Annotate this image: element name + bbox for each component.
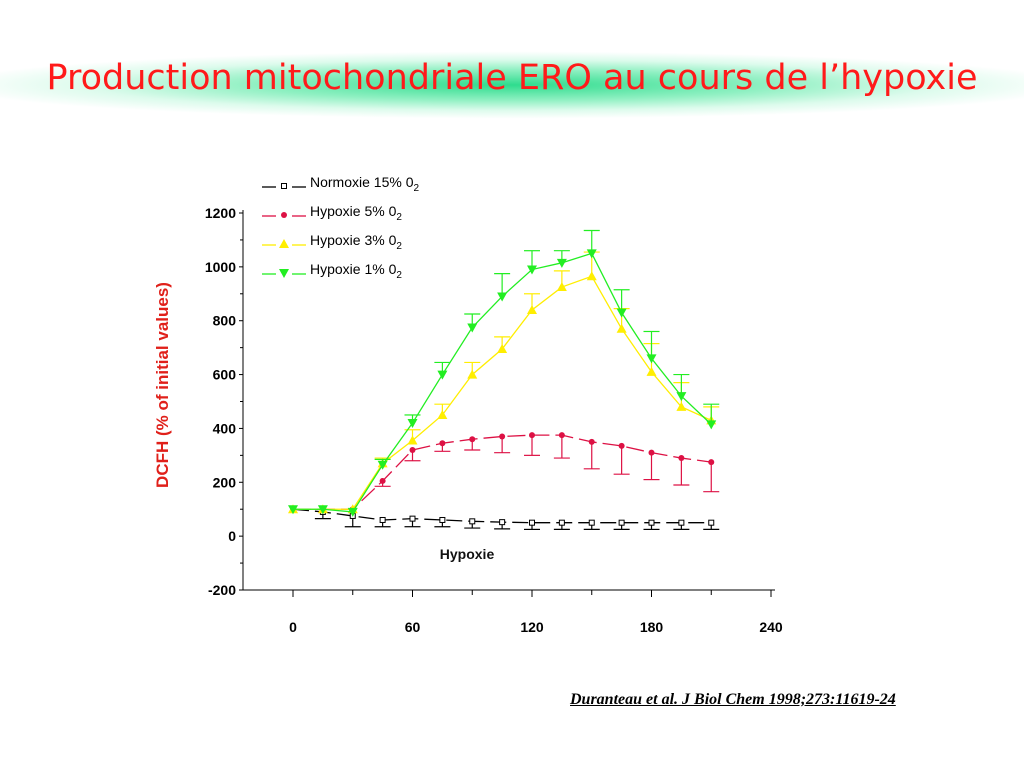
data-point [556, 282, 567, 292]
legend-marker [279, 239, 289, 248]
data-point [407, 435, 418, 445]
data-point [497, 292, 508, 302]
legend-entry-0: Normoxie 15% 02 [262, 174, 420, 194]
data-point [317, 505, 328, 515]
x-tick-label: 240 [759, 619, 783, 635]
data-point [527, 265, 537, 275]
legend-entry-1: Hypoxie 5% 02 [262, 203, 402, 223]
data-point [558, 432, 565, 439]
data-point [439, 440, 446, 447]
y-tick-label: 400 [213, 420, 237, 436]
legend-label: Hypoxie 5% 02 [310, 203, 402, 223]
y-tick-label: -200 [208, 582, 236, 598]
legend-marker [281, 212, 287, 218]
data-point [467, 323, 478, 333]
series-1 [290, 432, 720, 513]
data-point [588, 438, 595, 445]
legend-label-subscript: 2 [396, 270, 402, 281]
legend-label-subscript: 2 [414, 183, 420, 194]
y-tick-label: 1000 [205, 259, 236, 275]
y-tick-label: 200 [213, 474, 237, 490]
data-point [676, 392, 687, 402]
hypoxie-annotation: Hypoxie [440, 546, 495, 562]
x-tick-label: 60 [405, 619, 421, 635]
data-point [676, 401, 687, 411]
data-point [678, 519, 685, 526]
legend-label: Normoxie 15% 02 [310, 174, 420, 194]
data-point [347, 507, 358, 517]
data-point [377, 460, 388, 470]
series-2 [288, 251, 720, 514]
data-point [556, 258, 567, 268]
data-point [288, 505, 298, 515]
slide-title: Production mitochondriale ERO au cours d… [46, 58, 978, 98]
data-point [586, 271, 597, 281]
y-tick-label: 800 [213, 313, 237, 329]
data-point [379, 477, 386, 484]
data-point [558, 519, 565, 526]
data-point [708, 519, 715, 526]
x-tick-label: 120 [520, 619, 544, 635]
data-point [586, 249, 597, 259]
legend-label-subscript: 2 [396, 212, 402, 223]
legend-label: Hypoxie 1% 02 [310, 261, 402, 281]
data-point [469, 518, 476, 525]
data-point [439, 516, 446, 523]
data-point [407, 419, 418, 429]
data-point [648, 449, 655, 456]
data-point [379, 516, 386, 523]
y-tick-label: 600 [213, 367, 237, 383]
series-line [293, 275, 712, 510]
legend-entry-2: Hypoxie 3% 02 [262, 232, 402, 252]
data-point [678, 455, 685, 462]
data-point [529, 519, 535, 526]
data-point [646, 354, 657, 364]
legend-marker [281, 183, 287, 189]
series-line [293, 434, 712, 510]
series-3 [288, 229, 720, 517]
citation: Duranteau et al. J Biol Chem 1998;273:11… [570, 691, 896, 708]
data-point [529, 432, 535, 439]
data-point [499, 433, 506, 440]
legend-entry-3: Hypoxie 1% 02 [262, 261, 402, 281]
data-point [437, 409, 448, 419]
y-tick-label: 0 [228, 528, 236, 544]
data-point [499, 519, 506, 526]
y-tick-label: 1200 [205, 205, 236, 221]
data-point [616, 308, 627, 318]
x-tick-label: 180 [640, 619, 664, 635]
data-point [437, 370, 448, 380]
legend-label: Hypoxie 3% 02 [310, 232, 402, 252]
data-point [646, 366, 657, 376]
chart-axes: -200 0 200 400 600 800 1000 1200 0 60 120 180 240 [205, 205, 783, 635]
data-point [497, 343, 508, 353]
data-point [616, 323, 627, 333]
series-0 [290, 506, 720, 531]
chart-series [288, 229, 720, 531]
data-point [708, 459, 715, 466]
title-highlight-band [0, 50, 1024, 120]
chart-legend: Normoxie 15% 02 Hypoxie 5% 02 Hypoxie 3% 0… [262, 174, 420, 281]
data-point [469, 436, 476, 443]
data-point [618, 519, 625, 526]
data-point [409, 446, 416, 453]
data-point [527, 304, 537, 314]
data-point [588, 519, 595, 526]
legend-label-subscript: 2 [396, 241, 402, 252]
legend-marker [279, 269, 289, 278]
data-point [618, 442, 625, 449]
data-point [706, 420, 717, 430]
data-point [467, 369, 478, 379]
data-point [648, 519, 655, 526]
data-point [409, 515, 416, 522]
y-axis-label: DCFH (% of initial values) [153, 282, 172, 488]
x-tick-label: 0 [289, 619, 297, 635]
